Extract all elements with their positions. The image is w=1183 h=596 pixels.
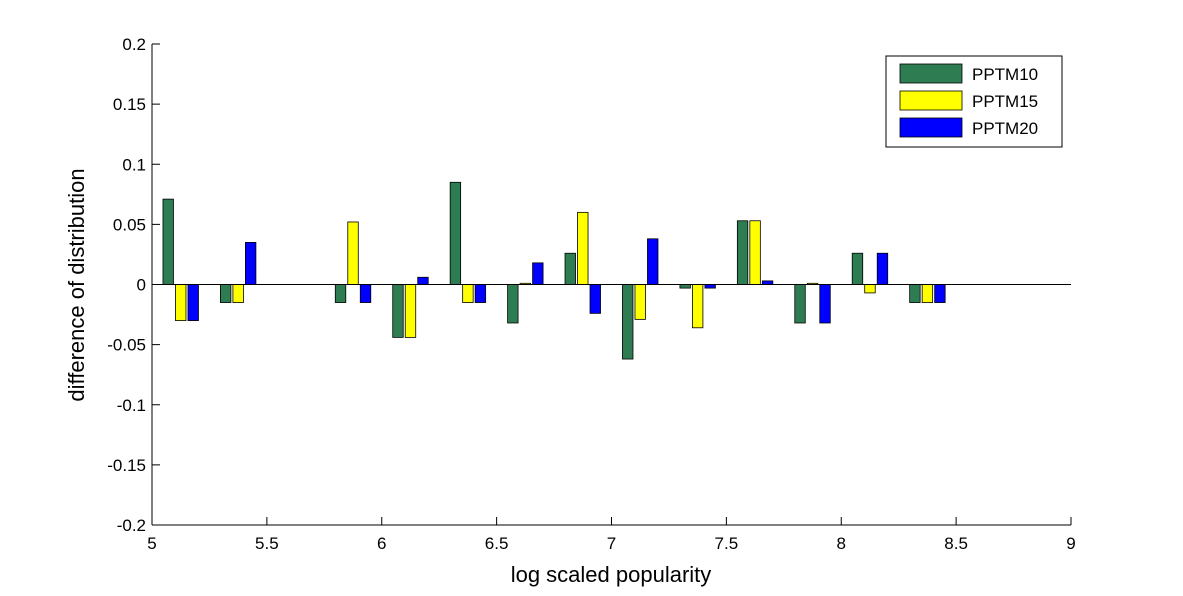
- bar-pptm20-4: [474, 284, 487, 303]
- x-tick-label: 8.5: [944, 534, 968, 553]
- legend-label-pptm20: PPTM20: [972, 119, 1038, 138]
- legend-label-pptm15: PPTM15: [972, 92, 1038, 111]
- y-tick-label: 0.1: [122, 155, 146, 174]
- bar-pptm15-3: [404, 284, 417, 338]
- bar-pptm10-10: [794, 284, 806, 324]
- y-tick-label: 0.2: [122, 35, 146, 54]
- bar-pptm10-9: [736, 220, 749, 285]
- bar-pptm10-11: [851, 252, 864, 285]
- legend-swatch-pptm10: [899, 63, 963, 84]
- legend-swatch-pptm15: [899, 90, 963, 111]
- bar-pptm20-7: [647, 238, 659, 285]
- legend: PPTM10 PPTM15 PPTM20: [885, 55, 1063, 148]
- y-tick-label: 0: [137, 276, 146, 295]
- x-tick-label: 6.5: [485, 534, 509, 553]
- bar-pptm15-0: [175, 284, 187, 321]
- bar-pptm20-11: [876, 252, 889, 285]
- y-tick-label: -0.15: [107, 456, 146, 475]
- x-tick-label: 7: [607, 534, 616, 553]
- bar-pptm10-7: [622, 284, 634, 360]
- y-tick-label: -0.05: [107, 336, 146, 355]
- bar-pptm15-12: [921, 284, 934, 303]
- bar-pptm15-1: [232, 284, 244, 303]
- legend-swatch-pptm20: [899, 117, 963, 138]
- bar-pptm20-6: [589, 284, 601, 314]
- bar-pptm20-12: [934, 284, 946, 303]
- bar-pptm15-9: [749, 220, 761, 285]
- bar-pptm20-3: [417, 276, 429, 285]
- x-axis-label: log scaled popularity: [511, 562, 712, 587]
- bar-pptm15-6: [577, 211, 589, 285]
- bar-pptm15-8: [692, 284, 704, 329]
- ticks-layer: 5 5.5 6 6.5 7 7.5 8 8.5 9 -0.2 -0.15 -0.1 -0.05 0 0.05…: [107, 35, 1075, 553]
- bar-pptm10-12: [909, 284, 921, 303]
- bar-pptm10-3: [392, 284, 404, 338]
- y-tick-label: -0.2: [117, 516, 146, 535]
- x-tick-label: 5: [147, 534, 156, 553]
- y-tick-label: -0.1: [117, 396, 146, 415]
- legend-label-pptm10: PPTM10: [972, 65, 1038, 84]
- x-tick-label: 8: [837, 534, 846, 553]
- y-axis-label: difference of distribution: [64, 168, 89, 401]
- x-tick-label: 6: [377, 534, 386, 553]
- y-tick-label: 0.05: [113, 215, 146, 234]
- x-tick-label: 9: [1066, 534, 1075, 553]
- bar-pptm15-4: [462, 284, 474, 303]
- bar-pptm10-0: [162, 198, 174, 285]
- bar-pptm20-8: [704, 284, 716, 289]
- bar-pptm20-1: [245, 242, 257, 285]
- bar-pptm15-11: [864, 284, 876, 294]
- x-tick-label: 5.5: [255, 534, 279, 553]
- bar-pptm20-0: [187, 284, 199, 321]
- bar-pptm15-2: [347, 221, 359, 285]
- bar-pptm10-4: [449, 181, 462, 285]
- bar-pptm20-9: [761, 280, 774, 285]
- bar-pptm10-6: [564, 252, 576, 285]
- bar-pptm20-10: [819, 284, 831, 324]
- x-tick-label: 7.5: [715, 534, 739, 553]
- bars-layer: [162, 181, 946, 360]
- bar-pptm15-7: [634, 284, 646, 320]
- bar-pptm10-2: [334, 284, 347, 303]
- bar-pptm10-8: [679, 284, 691, 289]
- bar-pptm20-5: [532, 262, 544, 285]
- bar-pptm20-2: [359, 284, 372, 303]
- y-tick-label: 0.15: [113, 95, 146, 114]
- bar-pptm10-1: [220, 284, 232, 303]
- bar-pptm10-5: [507, 284, 519, 324]
